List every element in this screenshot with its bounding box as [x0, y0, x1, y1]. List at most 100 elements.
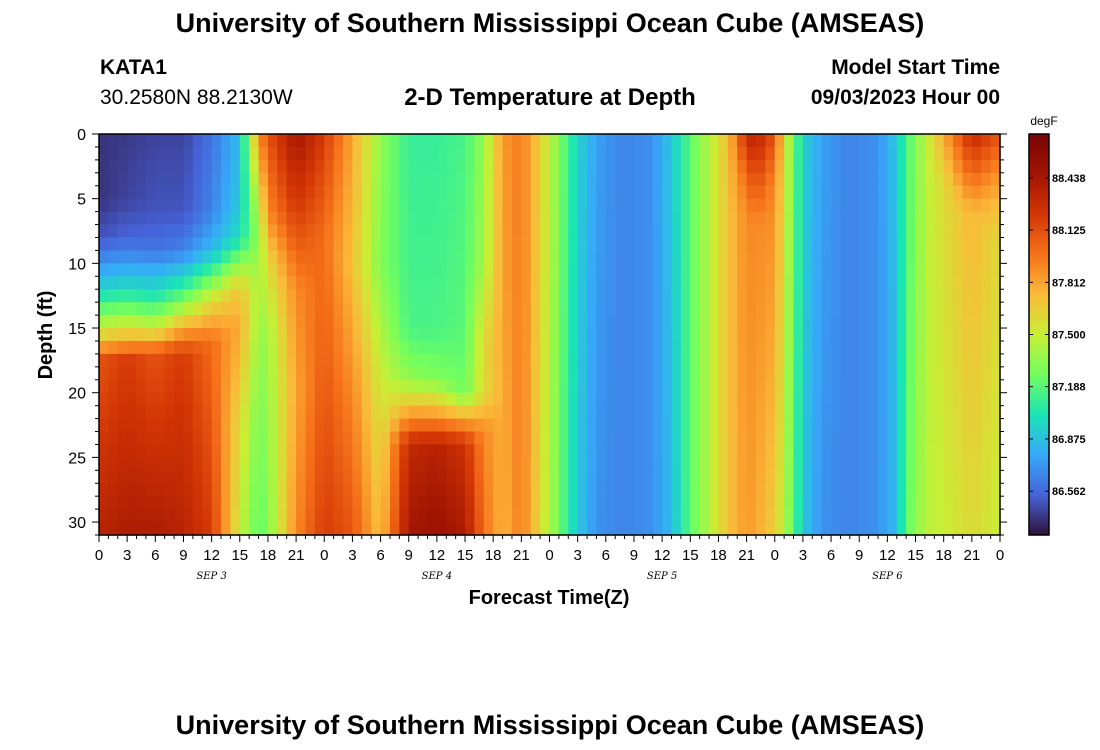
heatmap-cell — [474, 276, 485, 290]
heatmap-cell — [709, 250, 720, 264]
heatmap-cell — [887, 198, 898, 213]
heatmap-cell — [465, 496, 476, 510]
heatmap-cell — [380, 418, 391, 433]
heatmap-cell — [812, 237, 823, 252]
heatmap-cell — [511, 483, 522, 497]
heatmap-cell — [624, 340, 635, 355]
station-coordinates: 30.2580N 88.2130W — [100, 86, 293, 109]
heatmap-cell — [145, 418, 156, 433]
heatmap-cell — [587, 483, 598, 497]
heatmap-cell — [849, 353, 860, 368]
heatmap-cell — [333, 146, 344, 161]
heatmap-cell — [465, 276, 476, 290]
heatmap-cell — [483, 224, 494, 239]
heatmap-cell — [296, 328, 307, 342]
heatmap-cell — [877, 146, 888, 161]
heatmap-cell — [605, 315, 616, 329]
heatmap-cell — [258, 211, 269, 226]
heatmap-cell — [305, 405, 316, 420]
heatmap-cell — [605, 405, 616, 420]
heatmap-cell — [981, 353, 992, 368]
heatmap-cell — [127, 289, 138, 303]
heatmap-cell — [774, 392, 785, 407]
heatmap-cell — [765, 276, 776, 290]
heatmap-cell — [577, 250, 588, 264]
heatmap-cell — [399, 224, 410, 239]
heatmap-cell — [774, 431, 785, 446]
heatmap-cell — [267, 302, 278, 316]
heatmap-cell — [314, 522, 325, 536]
heatmap-cell — [549, 509, 560, 523]
heatmap-cell — [108, 496, 119, 510]
heatmap-cell — [643, 134, 654, 148]
heatmap-cell — [596, 263, 607, 277]
heatmap-cell — [821, 250, 832, 264]
heatmap-cell — [418, 172, 429, 187]
heatmap-cell — [530, 431, 541, 446]
heatmap-cell — [502, 159, 513, 174]
heatmap-cell — [605, 392, 616, 407]
heatmap-cell — [877, 366, 888, 381]
heatmap-cell — [737, 328, 748, 342]
heatmap-cell — [596, 237, 607, 252]
heatmap-cell — [887, 224, 898, 239]
heatmap-cell — [596, 509, 607, 523]
heatmap-cell — [605, 509, 616, 523]
heatmap-cell — [962, 211, 973, 226]
heatmap-cell — [427, 198, 438, 213]
heatmap-cell — [249, 159, 260, 174]
heatmap-cell — [474, 211, 485, 226]
heatmap-cell — [202, 172, 213, 187]
heatmap-cell — [821, 211, 832, 226]
heatmap-cell — [737, 444, 748, 458]
heatmap-cell — [737, 134, 748, 148]
heatmap-cell — [99, 379, 109, 394]
heatmap-cell — [117, 392, 128, 407]
heatmap-cell — [971, 431, 982, 446]
heatmap-cell — [511, 496, 522, 510]
heatmap-cell — [821, 263, 832, 277]
heatmap-cell — [849, 340, 860, 355]
heatmap-cell — [840, 276, 851, 290]
heatmap-cell — [99, 302, 109, 316]
heatmap-cell — [436, 172, 447, 187]
heatmap-cell — [530, 159, 541, 174]
heatmap-cell — [540, 159, 551, 174]
heatmap-cell — [333, 457, 344, 471]
heatmap-cell — [192, 250, 203, 264]
heatmap-cell — [755, 263, 766, 277]
heatmap-cell — [174, 379, 185, 394]
heatmap-cell — [624, 418, 635, 433]
heatmap-cell — [465, 483, 476, 497]
heatmap-cell — [549, 483, 560, 497]
heatmap-cell — [192, 431, 203, 446]
heatmap-cell — [267, 392, 278, 407]
heatmap-cell — [737, 457, 748, 471]
heatmap-cell — [784, 328, 795, 342]
heatmap-cell — [737, 250, 748, 264]
heatmap-cell — [746, 522, 757, 536]
heatmap-cell — [943, 185, 954, 200]
heatmap-cell — [314, 366, 325, 381]
heatmap-cell — [305, 289, 316, 303]
heatmap-cell — [558, 405, 569, 420]
heatmap-cell — [145, 470, 156, 484]
heatmap-cell — [493, 146, 504, 161]
heatmap-cell — [859, 211, 870, 226]
heatmap-cell — [671, 522, 682, 536]
heatmap-cell — [652, 444, 663, 458]
heatmap-cell — [962, 405, 973, 420]
heatmap-cell — [408, 185, 419, 200]
heatmap-cell — [812, 522, 823, 536]
heatmap-cell — [164, 405, 175, 420]
colorbar-tick-label: 87.500 — [1052, 330, 1086, 342]
heatmap-cell — [277, 392, 288, 407]
heatmap-cell — [971, 509, 982, 523]
heatmap-cell — [211, 405, 222, 420]
heatmap-cell — [887, 263, 898, 277]
heatmap-cell — [511, 263, 522, 277]
heatmap-cell — [108, 146, 119, 161]
heatmap-cell — [258, 522, 269, 536]
heatmap-cell — [408, 172, 419, 187]
